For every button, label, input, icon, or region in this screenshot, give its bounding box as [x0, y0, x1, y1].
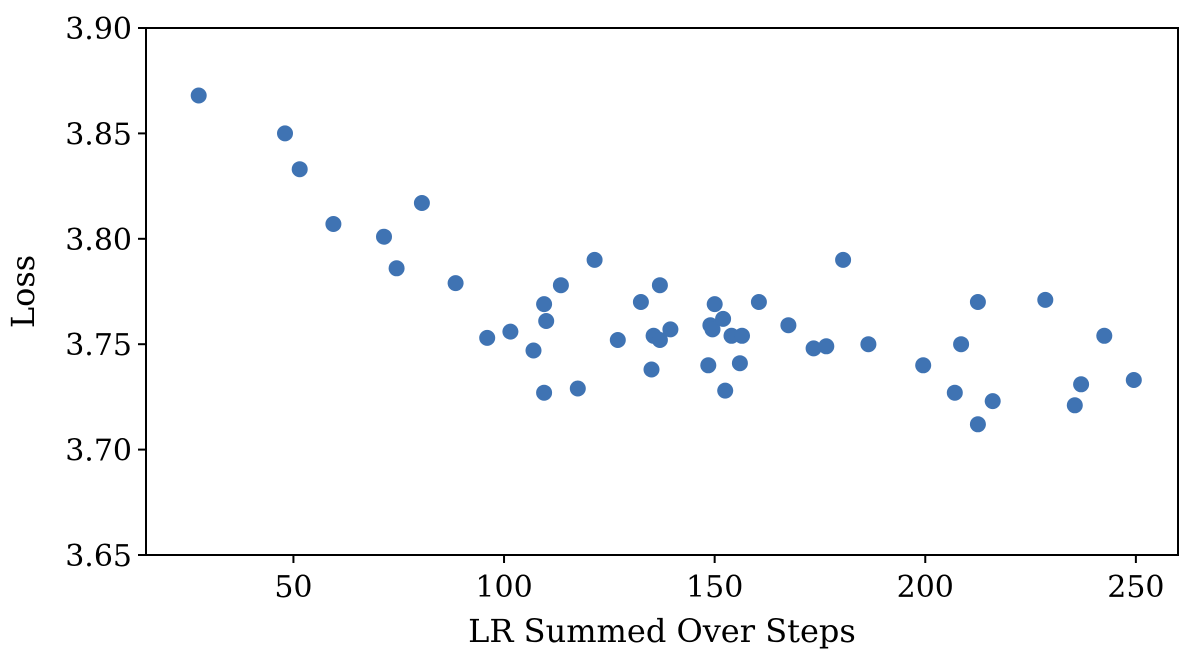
data-point-7 [447, 275, 464, 292]
data-point-23 [662, 321, 679, 338]
data-point-19 [643, 361, 660, 378]
data-point-45 [1037, 291, 1054, 308]
y-tick-label: 3.65 [65, 539, 132, 574]
data-points [190, 87, 1142, 433]
data-point-0 [190, 87, 207, 104]
data-point-32 [734, 327, 750, 344]
data-point-13 [536, 384, 553, 401]
data-point-38 [860, 336, 877, 353]
data-point-39 [915, 357, 932, 374]
data-point-24 [700, 357, 717, 374]
data-point-21 [651, 277, 668, 294]
x-axis-title: LR Summed Over Steps [468, 612, 856, 650]
data-point-44 [984, 393, 1001, 410]
data-point-14 [552, 277, 569, 294]
data-point-12 [538, 313, 555, 329]
data-point-43 [969, 294, 986, 310]
data-point-46 [1066, 397, 1083, 414]
x-tick-label: 250 [1107, 570, 1164, 605]
data-point-35 [805, 340, 822, 357]
x-tick-label: 200 [897, 570, 954, 605]
data-point-9 [502, 323, 519, 340]
x-axis-ticks: 50 100 150 200 250 [274, 555, 1165, 605]
x-tick-label: 100 [475, 570, 532, 605]
data-point-6 [413, 195, 430, 211]
data-point-16 [586, 251, 603, 268]
plot-area-frame [145, 27, 1179, 556]
data-point-5 [388, 260, 405, 277]
data-point-15 [569, 380, 586, 397]
data-point-22 [651, 332, 668, 348]
y-axis-title: Loss [4, 255, 42, 328]
data-point-3 [325, 216, 342, 232]
y-axis-ticks: 3.65 3.70 3.75 3.80 3.85 3.90 [65, 12, 146, 574]
data-point-29 [717, 382, 734, 399]
data-point-41 [953, 336, 970, 353]
data-point-49 [1125, 372, 1142, 388]
y-tick-label: 3.75 [65, 328, 132, 363]
x-tick-label: 50 [274, 570, 312, 605]
data-point-48 [1096, 327, 1113, 344]
data-point-31 [731, 355, 748, 372]
x-tick-label: 150 [686, 570, 743, 605]
y-tick-label: 3.90 [65, 12, 132, 47]
y-tick-label: 3.85 [65, 117, 132, 152]
data-point-1 [277, 125, 293, 142]
data-point-4 [376, 228, 392, 245]
y-tick-label: 3.80 [65, 223, 132, 258]
data-point-36 [818, 338, 835, 355]
data-point-42 [969, 416, 986, 433]
data-point-47 [1073, 376, 1090, 393]
data-point-17 [609, 332, 626, 348]
data-point-27 [706, 296, 723, 313]
y-tick-label: 3.70 [65, 434, 132, 469]
data-point-18 [632, 294, 649, 310]
data-point-8 [479, 329, 496, 346]
data-point-10 [525, 342, 542, 359]
data-point-26 [704, 321, 721, 338]
data-point-34 [780, 317, 797, 334]
data-point-40 [946, 384, 963, 401]
data-point-2 [291, 161, 308, 178]
data-point-28 [715, 310, 732, 327]
data-point-11 [536, 296, 553, 313]
data-point-37 [835, 251, 852, 268]
data-point-33 [750, 294, 767, 310]
